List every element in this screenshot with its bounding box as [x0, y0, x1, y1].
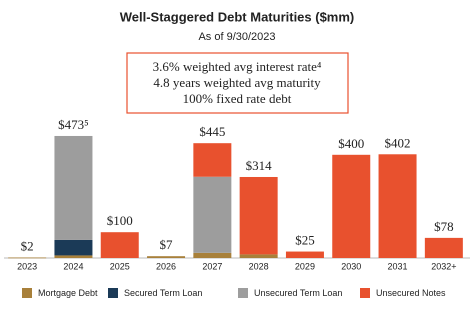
legend-label: Secured Term Loan	[124, 288, 202, 298]
total-label: $2	[21, 238, 34, 253]
x-tick-label: 2024	[63, 261, 83, 271]
bar-segment	[193, 252, 232, 258]
bar-segment	[193, 143, 232, 177]
total-label: $400	[338, 136, 364, 151]
annotation: 3.6% weighted avg interest rate⁴	[153, 59, 322, 74]
legend-label: Mortgage Debt	[38, 288, 98, 298]
x-tick-label: 2027	[202, 261, 222, 271]
bar-segment	[100, 232, 139, 258]
bar-segment	[8, 257, 47, 259]
bar-segment	[54, 135, 93, 240]
x-tick-label: 2032+	[431, 261, 456, 271]
bar-segment	[424, 237, 463, 258]
bar-segment	[54, 255, 93, 258]
total-label: $473⁵	[58, 117, 89, 132]
legend-label: Unsecured Term Loan	[254, 288, 342, 298]
x-tick-label: 2025	[110, 261, 130, 271]
x-tick-label: 2030	[341, 261, 361, 271]
total-label: $7	[160, 237, 174, 252]
legend-swatch	[22, 288, 32, 298]
total-label: $100	[107, 213, 133, 228]
annotation-box	[126, 52, 349, 114]
bar-segment	[239, 176, 278, 255]
chart-title: Well-Staggered Debt Maturities ($mm)	[120, 9, 355, 24]
total-label: $78	[434, 219, 454, 234]
x-tick-label: 2029	[295, 261, 315, 271]
total-label: $402	[385, 135, 411, 150]
bar-segment	[193, 176, 232, 253]
legend-swatch	[360, 288, 370, 298]
total-label: $314	[246, 158, 273, 173]
bar-segment	[285, 251, 324, 258]
legend-swatch	[108, 288, 118, 298]
x-tick-label: 2028	[249, 261, 269, 271]
total-label: $25	[295, 233, 315, 248]
total-label: $445	[199, 124, 225, 139]
chart-subtitle: As of 9/30/2023	[198, 31, 275, 43]
legend-label: Unsecured Notes	[376, 288, 446, 298]
bar-segment	[239, 254, 278, 258]
annotation: 4.8 years weighted avg maturity	[153, 75, 321, 90]
bar-segment	[54, 239, 93, 256]
bar-segment	[332, 154, 371, 258]
annotation: 100% fixed rate debt	[183, 91, 292, 106]
bar-segment	[378, 154, 417, 258]
x-tick-label: 2031	[388, 261, 408, 271]
x-tick-label: 2026	[156, 261, 176, 271]
legend-swatch	[238, 288, 248, 298]
bar-segment	[147, 256, 186, 258]
x-tick-label: 2023	[17, 261, 37, 271]
